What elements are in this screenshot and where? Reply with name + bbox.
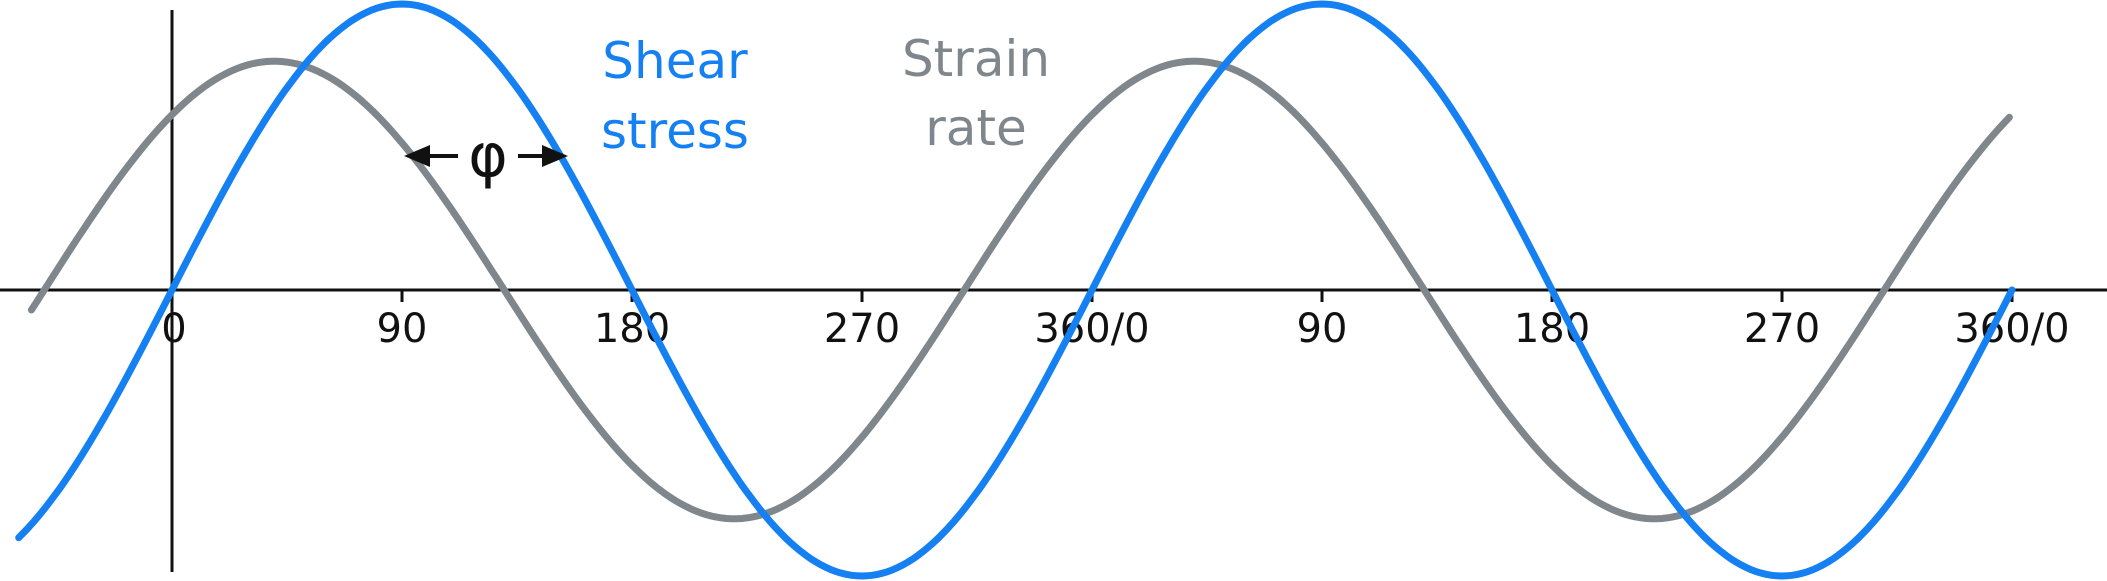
phase-symbol: φ: [468, 121, 508, 191]
x-tick-label: 90: [377, 306, 428, 352]
x-tick-label: 90: [1297, 306, 1348, 352]
strain-rate-curve: [27, 57, 2013, 523]
phase-annotation: φ: [404, 121, 568, 191]
shear-stress-label: Shear stress: [601, 32, 749, 160]
x-tick-label: 270: [824, 306, 900, 352]
x-axis-ticks: 0 90 180 270 360/0 90 180 270 360/0: [161, 290, 2070, 352]
x-tick-label: 360/0: [1034, 306, 1149, 352]
shear-stress-label-line-2: stress: [601, 102, 749, 160]
x-tick-label: 0: [161, 306, 186, 352]
phase-arrow-left-head: [404, 145, 430, 167]
x-tick-label: 360/0: [1954, 306, 2069, 352]
strain-rate-label-line-1: Strain: [902, 30, 1050, 88]
strain-rate-label: Strain rate: [902, 30, 1050, 157]
x-tick-label: 270: [1744, 306, 1820, 352]
strain-rate-label-line-2: rate: [925, 99, 1027, 157]
shear-stress-label-line-1: Shear: [602, 32, 748, 90]
shear-stress-curve: [15, 0, 2016, 580]
phase-arrow-right-head: [542, 145, 568, 167]
